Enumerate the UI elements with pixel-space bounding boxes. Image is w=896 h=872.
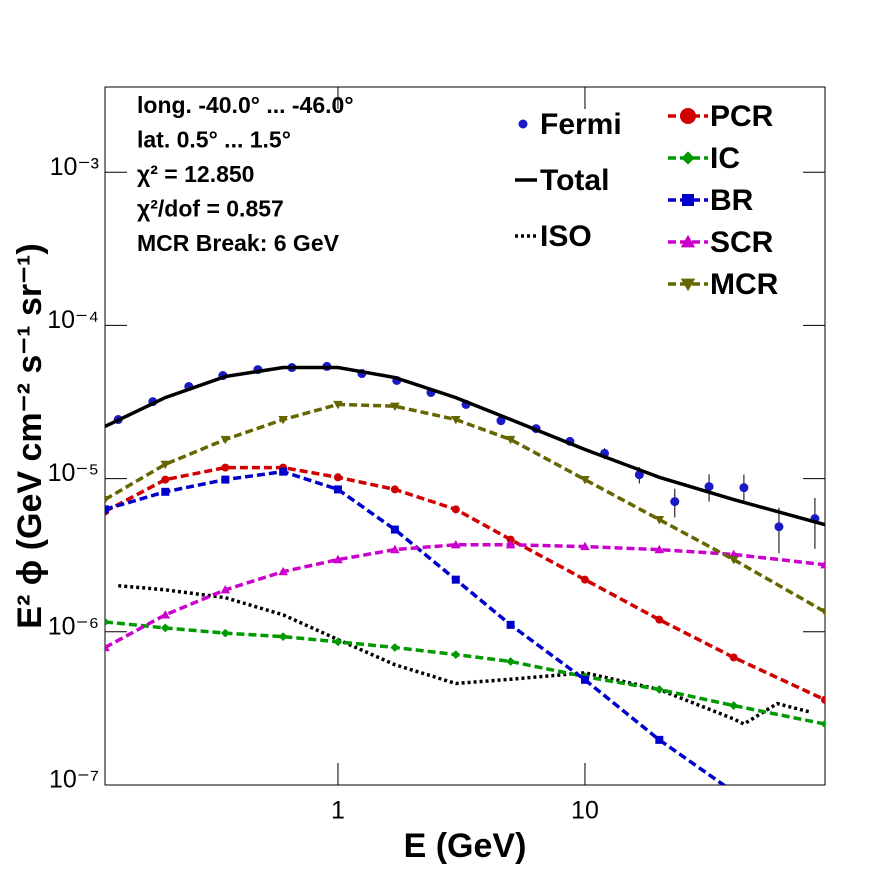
series-line: [105, 402, 825, 614]
marker: [518, 119, 528, 129]
marker: [390, 643, 400, 652]
marker: [451, 575, 460, 584]
marker: [221, 463, 230, 472]
marker: [105, 617, 110, 627]
marker: [451, 539, 461, 549]
legend-label: SCR: [710, 226, 774, 259]
annotation: χ² = 12.850: [137, 161, 254, 187]
marker: [680, 278, 696, 292]
x-axis-label: E (GeV): [404, 827, 527, 865]
marker: [506, 657, 516, 666]
marker: [278, 632, 288, 642]
x-tick-label: 1: [331, 797, 345, 825]
marker: [333, 400, 343, 410]
marker: [451, 415, 461, 425]
annotation: long. -40.0° ... -46.0°: [137, 92, 354, 118]
marker: [681, 151, 695, 165]
legend-label: MCR: [710, 268, 779, 301]
legend-label: IC: [710, 142, 740, 175]
marker: [739, 483, 749, 493]
marker: [820, 608, 825, 617]
legend-label: PCR: [710, 100, 774, 133]
marker: [820, 559, 825, 569]
marker: [580, 541, 590, 551]
series-line: [105, 365, 825, 527]
marker: [451, 650, 461, 659]
marker: [220, 628, 230, 638]
y-tick-label: 10⁻⁴: [47, 306, 99, 334]
marker: [160, 610, 171, 619]
x-tick-label: 10: [571, 797, 599, 825]
marker: [161, 487, 170, 496]
annotation: lat. 0.5° ... 1.5°: [137, 127, 291, 153]
marker: [161, 475, 170, 484]
legend-label: Fermi: [540, 108, 622, 141]
plot-frame: [104, 86, 826, 786]
marker: [333, 485, 342, 494]
marker: [821, 695, 825, 704]
marker: [105, 505, 109, 514]
series-line: [105, 543, 825, 650]
marker: [729, 701, 739, 710]
marker: [728, 549, 739, 559]
marker: [390, 544, 400, 554]
legend-label: Total: [540, 164, 609, 197]
marker: [730, 788, 738, 796]
marker: [580, 476, 590, 485]
marker: [333, 473, 342, 482]
series-line: [105, 465, 825, 702]
marker: [105, 495, 110, 505]
marker: [704, 482, 714, 492]
legend-label: ISO: [540, 220, 592, 253]
y-axis-label: E² ϕ (GeV cm⁻² s⁻¹ sr⁻¹): [11, 243, 49, 628]
marker: [505, 539, 516, 549]
marker: [680, 108, 696, 124]
y-tick-label: 10⁻⁶: [48, 612, 99, 640]
marker: [506, 620, 515, 629]
y-tick-label: 10⁻⁷: [49, 766, 99, 794]
marker: [774, 522, 784, 532]
marker: [682, 194, 694, 206]
series-line: [118, 583, 810, 727]
marker: [220, 435, 231, 445]
marker: [390, 485, 399, 494]
marker: [278, 415, 288, 425]
legend-label: BR: [710, 184, 754, 217]
marker: [279, 467, 288, 476]
marker: [654, 516, 665, 525]
series-line: [105, 469, 727, 785]
marker: [655, 735, 664, 744]
marker: [821, 836, 829, 844]
marker: [680, 234, 696, 248]
marker: [105, 642, 110, 652]
marker: [160, 623, 170, 633]
marker: [160, 460, 171, 470]
marker: [670, 497, 680, 507]
marker: [654, 544, 665, 554]
series-line: [105, 620, 825, 726]
marker: [580, 675, 589, 684]
marker: [333, 637, 343, 647]
marker: [390, 525, 399, 534]
annotation: χ²/dof = 0.857: [137, 196, 284, 222]
marker: [655, 615, 664, 624]
marker: [278, 566, 288, 576]
curves: [105, 361, 829, 844]
marker: [505, 435, 516, 445]
marker: [390, 402, 400, 411]
marker: [654, 685, 664, 694]
marker: [820, 719, 825, 729]
marker: [728, 556, 739, 565]
marker: [580, 575, 589, 584]
marker: [506, 535, 515, 544]
marker: [451, 505, 460, 514]
marker: [333, 554, 343, 564]
marker: [221, 475, 230, 484]
marker: [729, 653, 738, 662]
marker: [220, 585, 231, 594]
annotation: MCR Break: 6 GeV: [137, 230, 340, 256]
y-tick-label: 10⁻⁵: [48, 459, 99, 487]
y-tick-label: 10⁻³: [50, 153, 99, 181]
